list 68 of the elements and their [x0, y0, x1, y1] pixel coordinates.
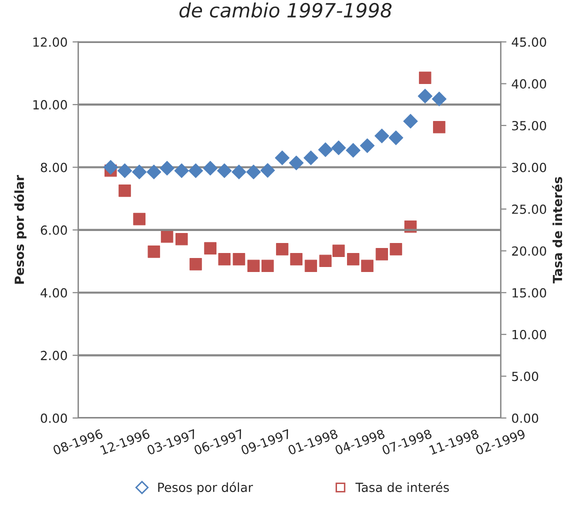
point	[160, 160, 174, 176]
point	[361, 260, 374, 272]
point	[117, 163, 132, 178]
y-tick-label: 4.00	[40, 288, 67, 298]
point	[347, 253, 360, 266]
point	[246, 164, 261, 180]
point	[261, 260, 274, 272]
point	[103, 160, 118, 175]
point	[331, 140, 346, 156]
point	[332, 244, 345, 258]
point	[132, 164, 147, 180]
point	[376, 248, 388, 260]
point	[260, 163, 275, 178]
chart-title: de cambio 1997-1998	[179, 2, 392, 18]
y2-tick-label: 15.00	[512, 288, 546, 298]
point	[390, 243, 402, 256]
y2-tick-label: 25.00	[512, 204, 546, 214]
y-tick-label: 2.00	[40, 350, 67, 360]
point	[160, 230, 174, 243]
y-tick-label: 6.00	[40, 225, 67, 235]
point	[346, 143, 360, 158]
y2-tick-label: 0.00	[512, 413, 538, 423]
point	[232, 164, 246, 180]
point	[388, 130, 404, 146]
point	[432, 92, 446, 106]
y2-tick-label: 45.00	[512, 37, 546, 47]
y2-tick-label: 5.00	[512, 372, 538, 382]
y2-tick-label: 10.00	[512, 330, 546, 340]
legend-label: Pesos por dólar	[158, 482, 253, 494]
point	[418, 72, 432, 84]
point	[403, 114, 418, 128]
y-tick-label: 10.00	[33, 100, 67, 110]
point	[148, 246, 160, 258]
point	[118, 184, 131, 197]
y2-tick-label: 35.00	[512, 120, 546, 130]
y2-tick-label: 30.00	[512, 162, 546, 172]
point	[232, 253, 246, 266]
point	[304, 260, 318, 272]
point	[360, 138, 375, 153]
point	[418, 88, 432, 104]
point	[289, 156, 304, 170]
legend-label: Tasa de interés	[355, 482, 449, 492]
point	[203, 160, 218, 176]
point	[290, 253, 302, 266]
point	[247, 260, 260, 272]
point	[374, 128, 390, 144]
point	[318, 142, 333, 158]
y2-axis-title: Tasa de interés	[552, 177, 562, 284]
y-tick-label: 8.00	[40, 162, 67, 172]
y-tick-label: 0.00	[40, 413, 67, 423]
y2-tick-label: 20.00	[512, 246, 546, 256]
y-tick-label: 12.00	[33, 37, 67, 47]
point	[190, 258, 202, 270]
point	[133, 212, 146, 226]
point	[319, 254, 332, 268]
point	[146, 164, 162, 180]
point	[188, 163, 204, 178]
point	[276, 243, 288, 256]
point	[217, 163, 232, 178]
point	[174, 163, 189, 178]
y2-tick-label: 40.00	[512, 79, 546, 89]
point	[433, 120, 446, 134]
y-axis-title: Pesos por dólar	[14, 175, 26, 284]
point	[175, 232, 188, 246]
point	[204, 242, 216, 254]
point	[274, 150, 290, 166]
point	[304, 150, 318, 166]
point	[218, 253, 231, 266]
